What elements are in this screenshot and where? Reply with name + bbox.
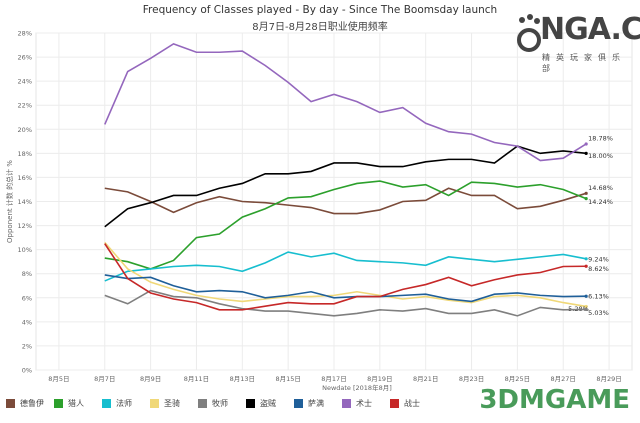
legend-swatch bbox=[198, 399, 207, 408]
end-point-marker bbox=[584, 142, 588, 146]
legend-item: 牧师 bbox=[198, 398, 246, 409]
chart-subtitle: 8月7日-8月28日职业使用频率 bbox=[252, 22, 388, 33]
y-tick-label: 28% bbox=[18, 30, 32, 38]
y-tick-label: 24% bbox=[18, 78, 32, 86]
y-tick-label: 18% bbox=[18, 150, 32, 158]
x-tick-label: 8月13日 bbox=[230, 375, 255, 383]
y-tick-label: 12% bbox=[18, 222, 32, 230]
y-tick-label: 0% bbox=[22, 367, 32, 375]
series-line-德鲁伊 bbox=[104, 187, 587, 215]
legend-swatch bbox=[342, 399, 351, 408]
series-line-萨满 bbox=[104, 274, 587, 303]
x-axis-label: Newdate [2018年8月] bbox=[322, 383, 392, 392]
legend-label: 牧师 bbox=[212, 399, 228, 408]
legend-item: 萨满 bbox=[294, 398, 342, 409]
end-point-marker bbox=[584, 197, 588, 201]
legend-item: 德鲁伊 bbox=[6, 398, 54, 409]
end-point-marker bbox=[584, 304, 588, 309]
y-tick-label: 2% bbox=[22, 342, 32, 350]
legend-item: 盗贼 bbox=[246, 398, 294, 409]
end-point-marker bbox=[584, 307, 588, 312]
series-line-战士 bbox=[104, 243, 587, 311]
legend-item: 术士 bbox=[342, 398, 390, 409]
x-tick-label: 8月25日 bbox=[505, 375, 530, 383]
x-tick-label: 8月29日 bbox=[596, 375, 621, 383]
end-data-label: 18.78% bbox=[588, 134, 613, 142]
y-tick-label: 10% bbox=[18, 246, 32, 254]
legend-item: 战士 bbox=[390, 398, 438, 409]
legend-label: 德鲁伊 bbox=[20, 399, 44, 408]
series-line-牧师 bbox=[104, 289, 587, 317]
end-point-marker bbox=[584, 151, 588, 155]
x-tick-label: 8月19日 bbox=[367, 375, 392, 383]
end-data-label: 9.24% bbox=[588, 255, 609, 263]
x-tick-label: 8月9日 bbox=[140, 375, 161, 383]
end-data-label: 6.13% bbox=[588, 293, 609, 301]
end-data-label: 8.62% bbox=[588, 265, 609, 273]
legend-label: 圣骑 bbox=[164, 399, 180, 408]
end-point-marker bbox=[584, 191, 588, 195]
x-tick-label: 8月11日 bbox=[184, 375, 209, 383]
series-line-盗贼 bbox=[104, 145, 587, 228]
3dmgame-watermark: 3DMGAME bbox=[479, 385, 630, 415]
legend-swatch bbox=[390, 399, 399, 408]
x-tick-label: 8月23日 bbox=[459, 375, 484, 383]
legend-swatch bbox=[6, 399, 15, 408]
x-tick-label: 8月27日 bbox=[551, 375, 576, 383]
y-tick-label: 14% bbox=[18, 198, 32, 206]
end-data-label: 18.00% bbox=[588, 152, 613, 160]
end-data-label: 14.68% bbox=[588, 184, 613, 192]
series-line-法师 bbox=[104, 251, 587, 282]
legend-swatch bbox=[294, 399, 303, 408]
nga-logo: NGA.CN 精英玩家俱乐部 bbox=[516, 2, 640, 82]
series-line-猎人 bbox=[104, 180, 587, 270]
end-data-label: 5.03% bbox=[588, 309, 609, 317]
y-tick-label: 22% bbox=[18, 102, 32, 110]
end-point-marker bbox=[584, 294, 588, 298]
end-point-marker bbox=[584, 257, 588, 261]
legend-label: 术士 bbox=[356, 399, 372, 408]
y-tick-label: 8% bbox=[22, 270, 32, 278]
end-point-marker bbox=[584, 264, 588, 268]
legend-label: 盗贼 bbox=[260, 399, 276, 408]
legend-swatch bbox=[246, 399, 255, 408]
series-line-术士 bbox=[104, 42, 587, 162]
legend: 德鲁伊 猎人 法师 圣骑 牧师 盗贼 萨满 术士 战士 bbox=[6, 398, 438, 409]
legend-swatch bbox=[150, 399, 159, 408]
y-tick-label: 4% bbox=[22, 318, 32, 326]
x-tick-label: 8月15日 bbox=[275, 375, 300, 383]
x-tick-label: 8月5日 bbox=[48, 375, 69, 383]
chart-title: Frequency of Classes played - By day - S… bbox=[142, 4, 498, 16]
legend-label: 法师 bbox=[116, 399, 132, 408]
y-tick-label: 20% bbox=[18, 126, 32, 134]
legend-item: 圣骑 bbox=[150, 398, 198, 409]
paw-icon bbox=[517, 14, 541, 52]
series-line-圣骑 bbox=[104, 241, 587, 308]
legend-item: 法师 bbox=[102, 398, 150, 409]
x-tick-label: 8月7日 bbox=[94, 375, 115, 383]
legend-swatch bbox=[102, 399, 111, 408]
y-tick-label: 16% bbox=[18, 174, 32, 182]
y-tick-label: 26% bbox=[18, 54, 32, 62]
legend-swatch bbox=[54, 399, 63, 408]
legend-item: 猎人 bbox=[54, 398, 102, 409]
end-data-label: 14.24% bbox=[588, 198, 613, 206]
legend-label: 萨满 bbox=[308, 399, 324, 408]
legend-label: 猎人 bbox=[68, 399, 84, 408]
y-tick-label: 6% bbox=[22, 294, 32, 302]
y-axis-label: Opponent 计数 的总计 % bbox=[5, 160, 14, 243]
legend-label: 战士 bbox=[404, 399, 420, 408]
x-tick-label: 8月17日 bbox=[321, 375, 346, 383]
x-tick-label: 8月21日 bbox=[413, 375, 438, 383]
